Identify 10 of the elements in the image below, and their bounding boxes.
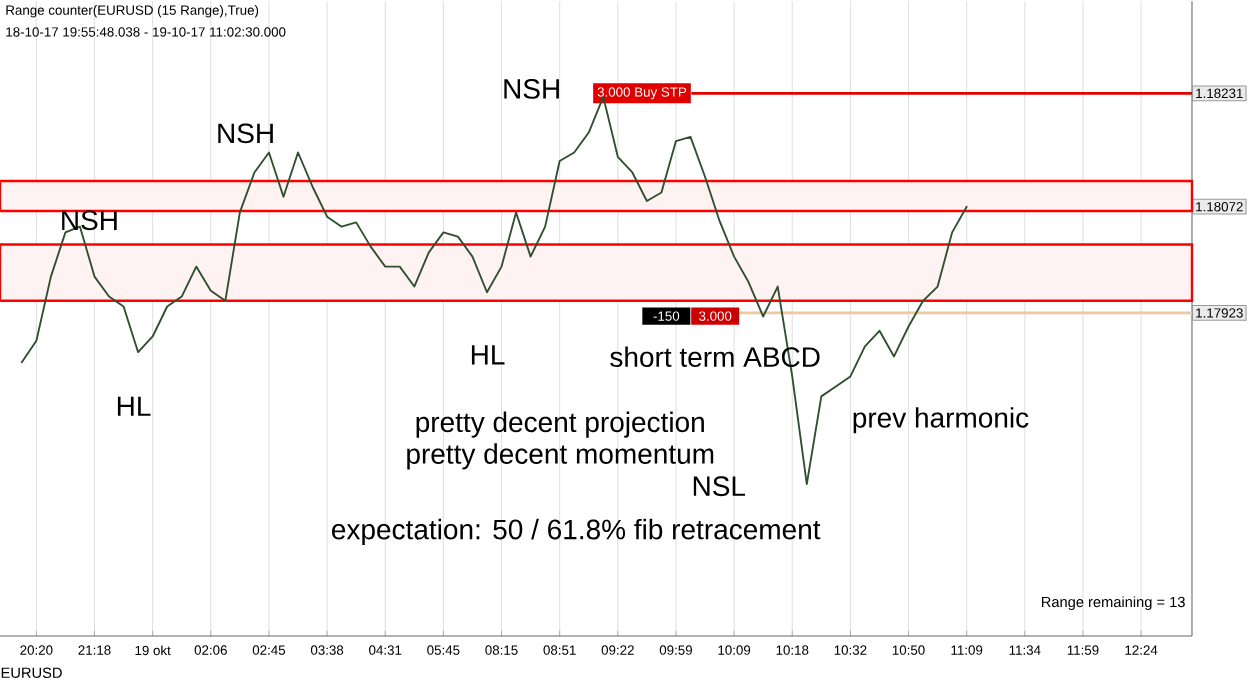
annotation: NSH [504, 79, 559, 99]
annotation: NSL [693, 476, 746, 497]
annotation: HL [471, 345, 505, 365]
annotation: expectation: 50 / 61.8% fib retracement [332, 518, 821, 545]
annotation: prev harmonic [853, 407, 1029, 434]
annotation: NSH [218, 123, 273, 144]
annotation: pretty decent momentum [407, 443, 714, 470]
annotation: NSH [62, 210, 117, 231]
annotation: pretty decent projection [416, 411, 704, 438]
annotation: HL [117, 396, 151, 416]
